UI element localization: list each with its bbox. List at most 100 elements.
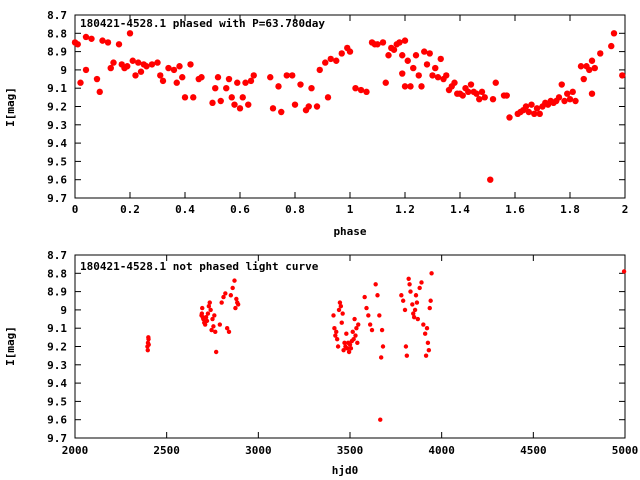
data-point — [364, 305, 369, 311]
data-point — [206, 304, 212, 309]
data-point — [88, 35, 95, 42]
data-point — [223, 291, 228, 296]
data-point — [399, 70, 406, 77]
data-point — [308, 85, 315, 92]
data-point — [338, 304, 344, 309]
data-point — [190, 94, 197, 101]
x-tick-label: 4000 — [428, 444, 455, 457]
y-tick-label: 8.7 — [47, 249, 67, 262]
data-point — [340, 311, 345, 316]
y-tick-label: 9.5 — [47, 395, 67, 408]
data-point — [421, 322, 426, 327]
data-point — [403, 344, 409, 349]
data-point — [506, 114, 513, 121]
data-point — [385, 52, 392, 59]
chart-title: 180421-4528.1 phased with P=63.780day — [80, 17, 325, 30]
data-point — [181, 94, 189, 101]
data-point — [344, 331, 349, 336]
data-point — [476, 95, 483, 103]
data-point — [231, 101, 238, 108]
data-point — [239, 94, 246, 101]
x-tick-label: 0 — [72, 203, 79, 216]
data-point — [110, 59, 117, 66]
data-point — [426, 347, 432, 353]
data-point — [214, 74, 222, 81]
data-point — [379, 327, 385, 333]
data-point — [96, 88, 103, 96]
data-point — [126, 30, 134, 37]
data-point — [327, 55, 334, 63]
data-point — [597, 50, 604, 57]
x-tick-label: 3500 — [337, 444, 364, 457]
data-point — [366, 313, 371, 318]
x-axis-label: hjd0 — [332, 464, 359, 477]
data-point — [423, 61, 431, 68]
data-point — [146, 336, 151, 342]
data-point — [331, 313, 336, 318]
data-point — [205, 311, 211, 316]
data-point — [564, 90, 571, 97]
data-point — [269, 105, 277, 112]
data-point — [297, 81, 304, 88]
data-point — [569, 88, 576, 96]
data-point — [413, 293, 419, 298]
data-point — [245, 101, 252, 108]
y-tick-label: 8.7 — [47, 9, 67, 22]
axis-ticks: 0 0.2 0.4 0.6 0.8 1 1.2 1.4 1.6 1.8 2 8.7 8.8 8.9 9 9.1… — [47, 9, 628, 216]
data-point — [341, 347, 346, 353]
data-point — [352, 316, 357, 322]
y-tick-label: 9.7 — [47, 192, 67, 205]
data-point — [528, 101, 535, 108]
x-tick-label: 4500 — [520, 444, 547, 457]
y-tick-label: 9.6 — [47, 414, 67, 427]
data-point — [200, 305, 205, 311]
data-point — [209, 99, 216, 107]
data-point — [353, 333, 358, 338]
data-point — [224, 326, 230, 331]
data-point — [143, 63, 150, 70]
data-point — [588, 57, 596, 64]
y-tick-label: 9.1 — [47, 322, 67, 335]
x-tick-label: 3000 — [245, 444, 272, 457]
data-point — [352, 85, 359, 92]
data-point — [145, 347, 150, 353]
data-point — [375, 293, 380, 298]
data-point — [478, 88, 486, 96]
data-point — [346, 48, 354, 55]
data-point — [232, 278, 237, 283]
unphased-light-curve-panel: 180421-4528.1 not phased light curve hjd… — [4, 249, 638, 477]
data-point — [313, 103, 321, 110]
data-point — [451, 79, 458, 86]
y-tick-label: 9.6 — [47, 174, 67, 187]
data-point — [228, 293, 234, 298]
data-point — [467, 81, 475, 88]
data-point — [356, 322, 361, 327]
data-point — [213, 349, 219, 355]
data-point — [374, 41, 381, 48]
data-point — [225, 75, 233, 83]
data-point — [487, 176, 494, 183]
data-point — [228, 94, 235, 101]
y-tick-label: 9.5 — [47, 155, 67, 168]
data-point — [267, 74, 274, 81]
data-point — [124, 63, 131, 70]
data-point — [345, 346, 350, 351]
y-axis-label: I[mag] — [4, 87, 17, 127]
data-point — [406, 276, 411, 281]
data-point — [337, 300, 343, 305]
data-points — [145, 269, 627, 422]
data-point — [408, 289, 413, 294]
x-tick-label: 1.4 — [450, 203, 470, 216]
x-tick-label: 1 — [347, 203, 354, 216]
data-point — [226, 329, 232, 335]
data-point — [236, 105, 244, 112]
data-point — [396, 39, 403, 46]
data-point — [399, 293, 404, 298]
data-point — [217, 97, 224, 105]
data-point — [235, 302, 241, 307]
data-point — [176, 63, 183, 70]
data-point — [179, 74, 186, 81]
data-point — [522, 103, 530, 110]
y-tick-label: 9.1 — [47, 82, 67, 95]
data-point — [378, 417, 383, 422]
